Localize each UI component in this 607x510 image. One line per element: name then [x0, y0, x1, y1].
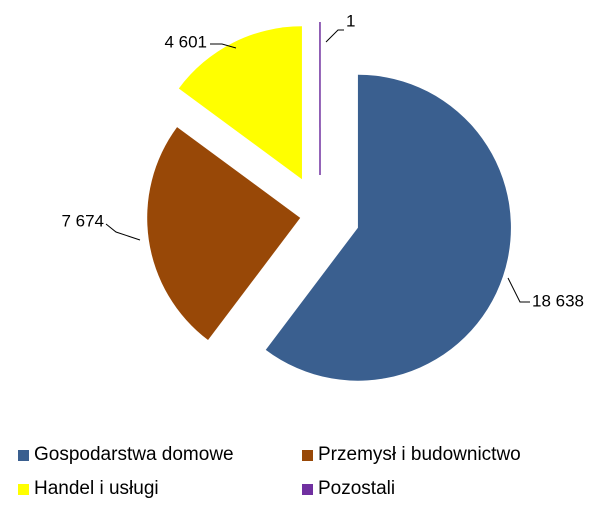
- data-label: 7 674: [61, 211, 104, 230]
- data-label: 4 601: [164, 32, 207, 51]
- leader-line: [325, 29, 344, 43]
- legend-swatch: [302, 449, 313, 461]
- data-label: 1: [346, 11, 355, 30]
- legend-swatch: [18, 483, 29, 495]
- legend-label: Przemysł i budownictwo: [318, 444, 521, 465]
- leader-line: [507, 277, 530, 303]
- chart: 18 638 7 674 4 601 1: [61, 11, 584, 381]
- pie-slice: [178, 26, 302, 180]
- legend-swatch: [18, 449, 29, 461]
- legend-item: Gospodarstwa domowe: [18, 444, 302, 466]
- legend-label: Gospodarstwa domowe: [34, 444, 234, 465]
- legend-item: Pozostali: [302, 478, 592, 500]
- data-label: 18 638: [532, 291, 584, 310]
- pie-slice: [147, 127, 301, 340]
- legend: Gospodarstwa domowe Przemysł i budownictw…: [18, 444, 598, 500]
- legend-label: Handel i usługi: [34, 478, 159, 499]
- legend-item: Handel i usługi: [18, 478, 302, 500]
- legend-swatch: [302, 483, 313, 495]
- legend-label: Pozostali: [318, 478, 396, 499]
- leader-line: [210, 43, 237, 49]
- pie-slice: [265, 74, 511, 381]
- leader-line: [105, 223, 141, 241]
- legend-item: Przemysł i budownictwo: [302, 444, 592, 466]
